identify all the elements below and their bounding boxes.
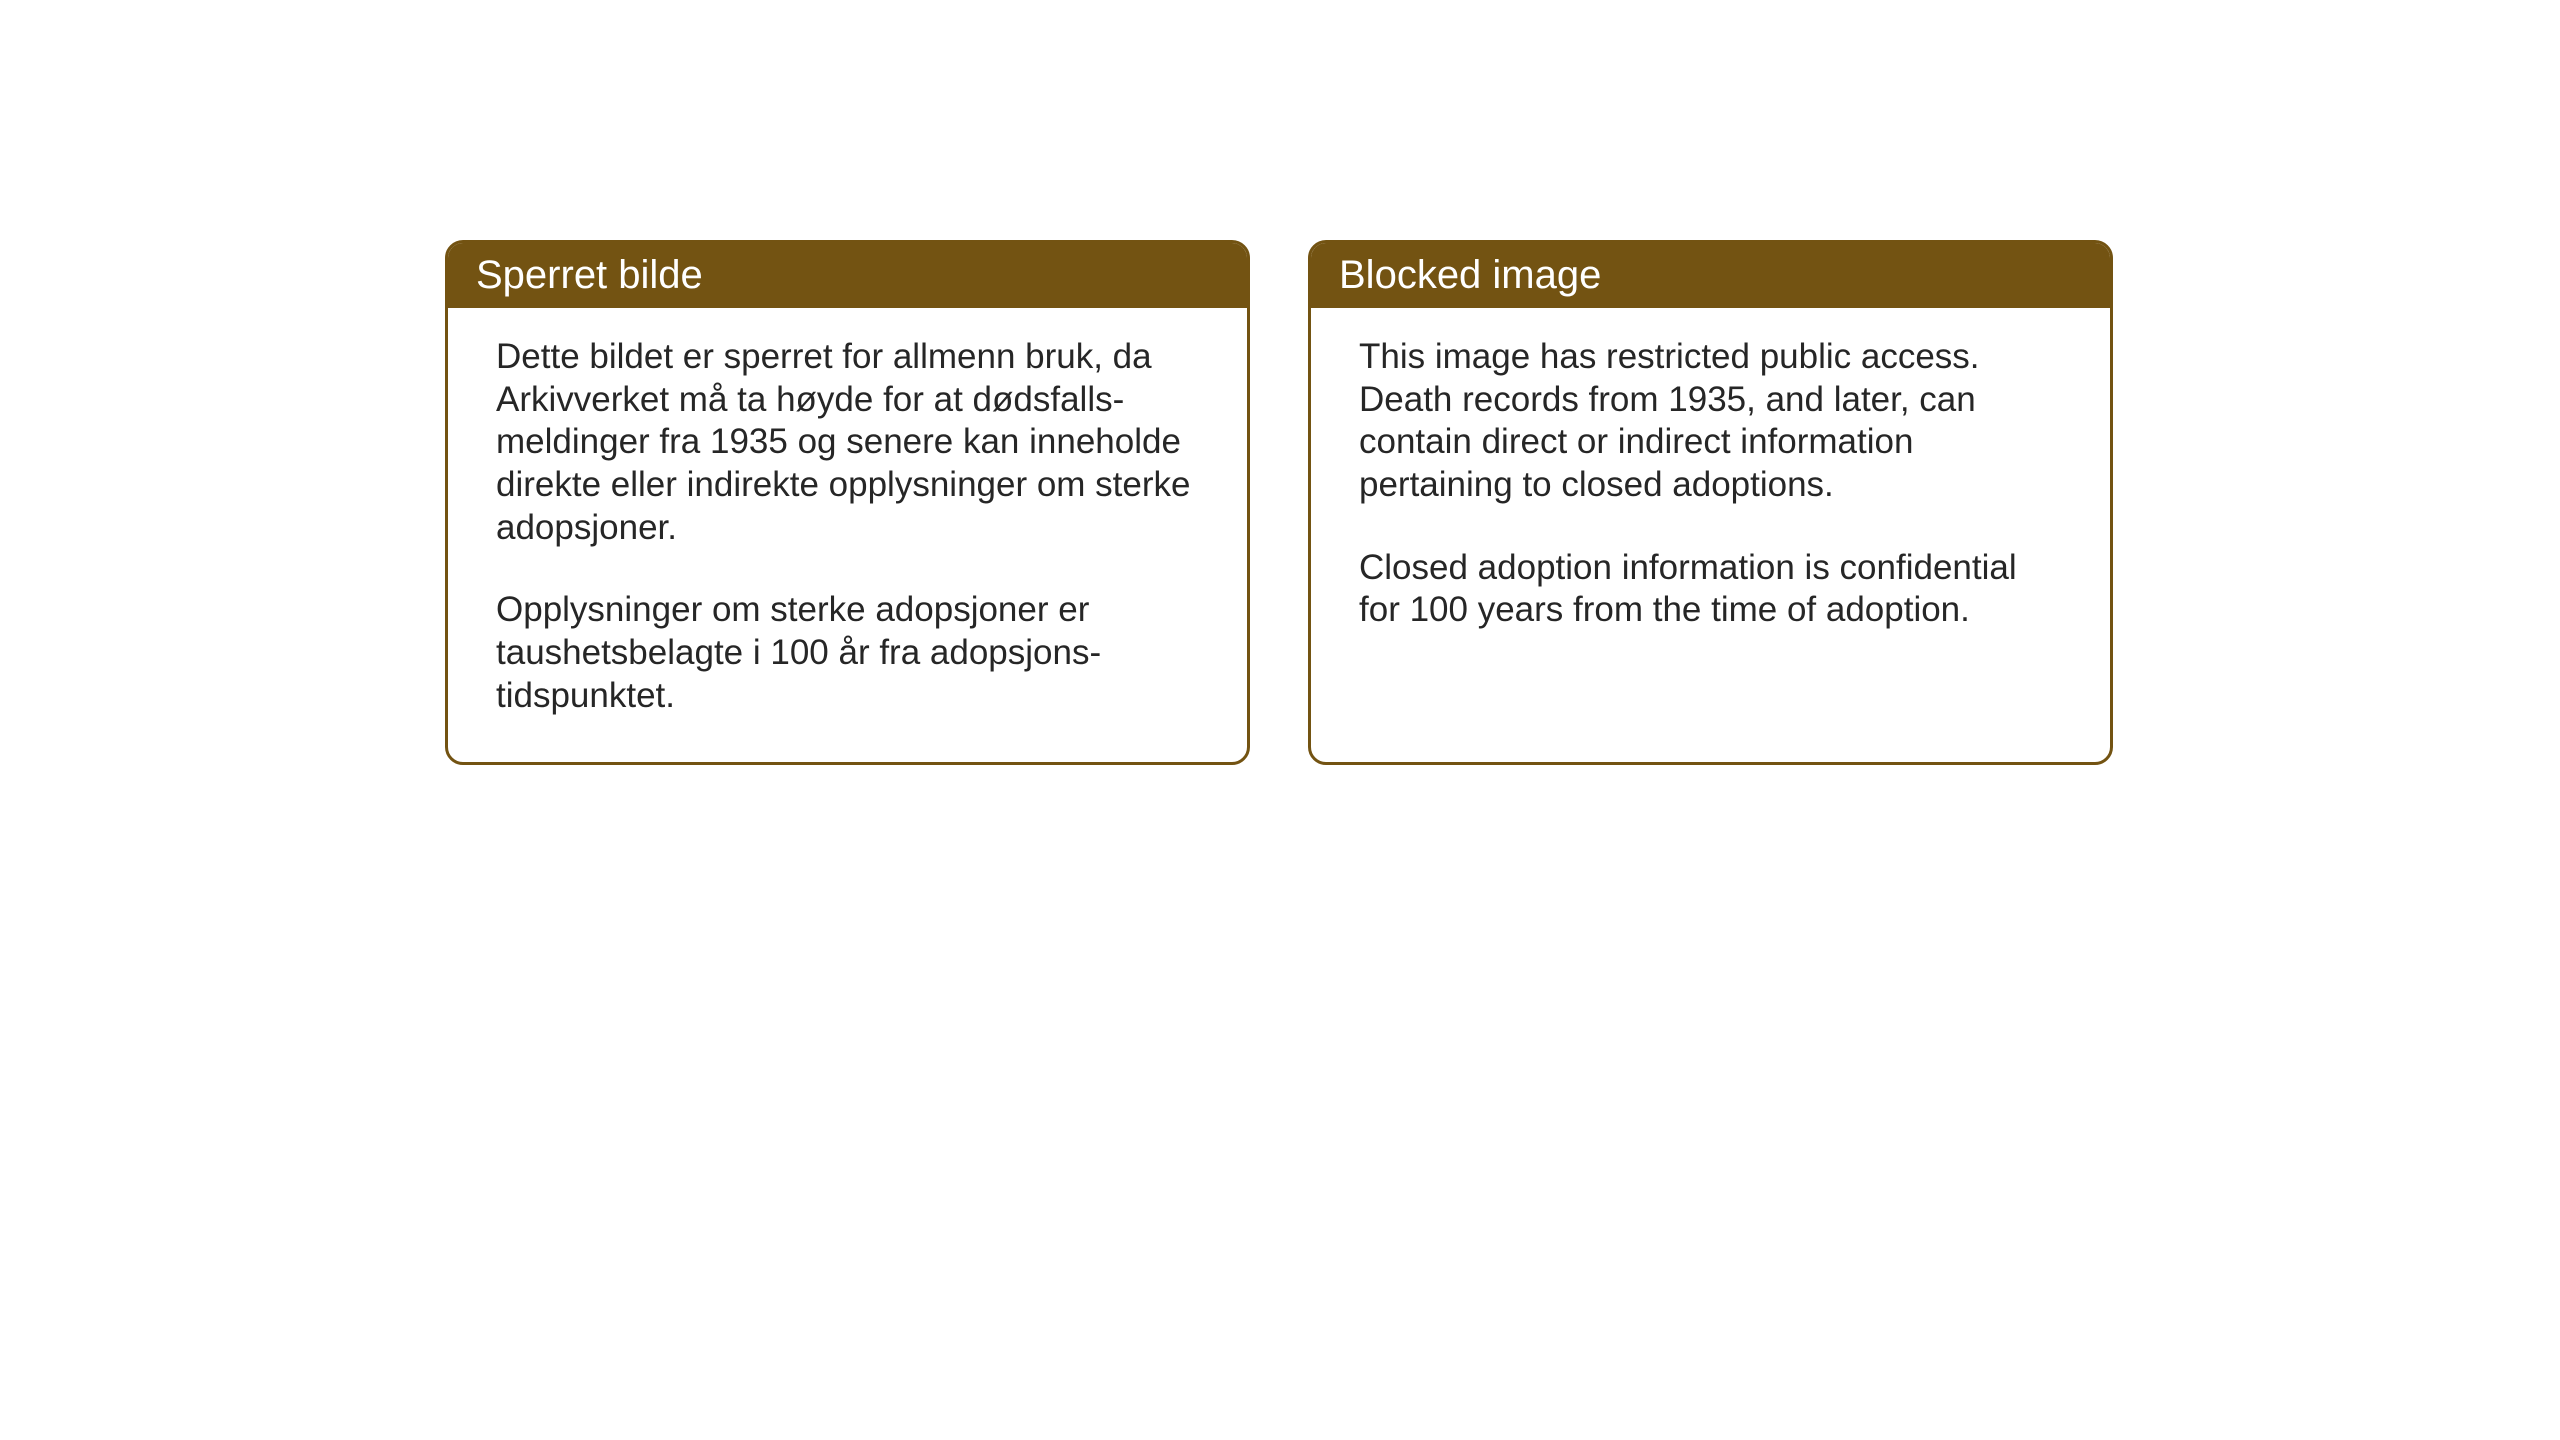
norwegian-card-body: Dette bildet er sperret for allmenn bruk…: [448, 308, 1247, 762]
notice-container: Sperret bilde Dette bildet er sperret fo…: [445, 240, 2113, 765]
norwegian-paragraph-1: Dette bildet er sperret for allmenn bruk…: [496, 336, 1199, 549]
english-paragraph-2: Closed adoption information is confident…: [1359, 547, 2062, 632]
english-notice-card: Blocked image This image has restricted …: [1308, 240, 2113, 765]
norwegian-notice-card: Sperret bilde Dette bildet er sperret fo…: [445, 240, 1250, 765]
english-paragraph-1: This image has restricted public access.…: [1359, 336, 2062, 507]
english-card-body: This image has restricted public access.…: [1311, 308, 2110, 676]
norwegian-paragraph-2: Opplysninger om sterke adopsjoner er tau…: [496, 589, 1199, 717]
norwegian-card-title: Sperret bilde: [448, 243, 1247, 308]
english-card-title: Blocked image: [1311, 243, 2110, 308]
